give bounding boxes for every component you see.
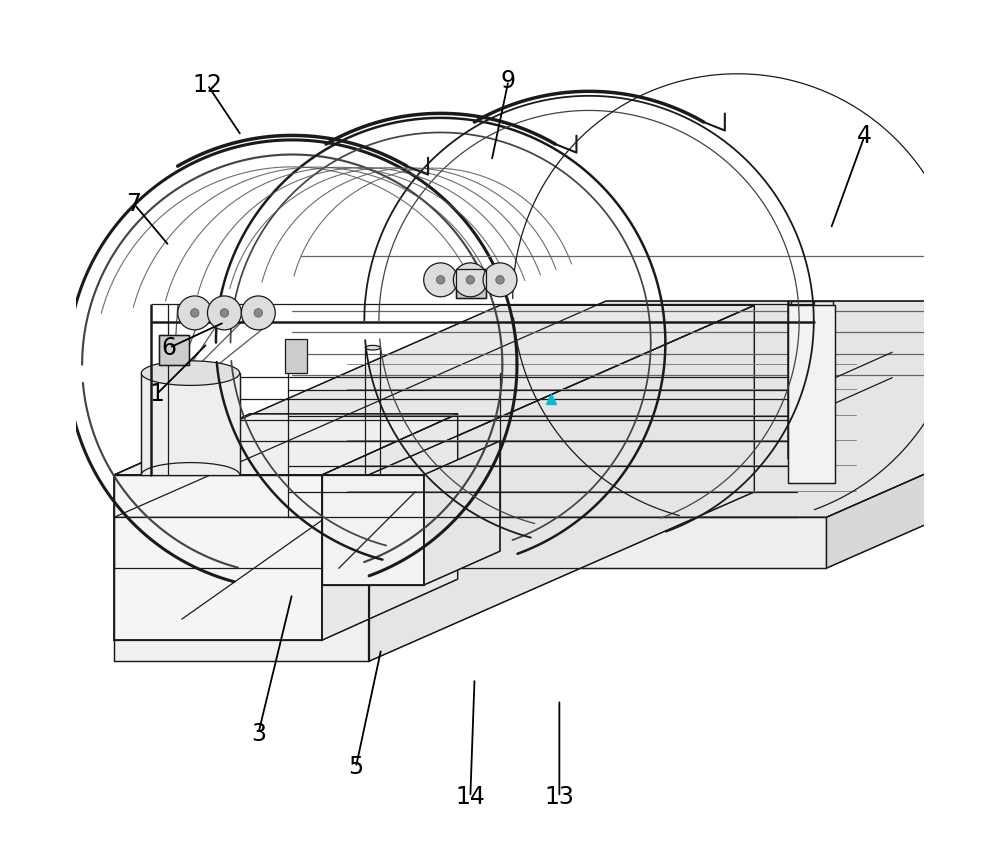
Text: 13: 13 [544, 785, 574, 809]
Polygon shape [159, 335, 189, 365]
Text: 9: 9 [501, 69, 516, 92]
Polygon shape [826, 301, 1000, 568]
Polygon shape [791, 301, 833, 454]
Text: 7: 7 [126, 192, 141, 215]
Text: 6: 6 [162, 336, 177, 360]
Polygon shape [456, 269, 486, 298]
Text: 4: 4 [857, 124, 872, 148]
Polygon shape [322, 414, 458, 640]
Polygon shape [114, 414, 458, 475]
Polygon shape [369, 305, 754, 661]
Circle shape [466, 276, 475, 284]
Circle shape [241, 296, 275, 330]
Polygon shape [285, 339, 307, 373]
Circle shape [190, 309, 199, 317]
Polygon shape [141, 373, 240, 475]
Ellipse shape [365, 345, 380, 350]
Polygon shape [114, 517, 826, 568]
Polygon shape [424, 441, 500, 585]
Ellipse shape [141, 361, 240, 385]
Polygon shape [114, 305, 754, 475]
Circle shape [220, 309, 229, 317]
Circle shape [178, 296, 212, 330]
Text: 1: 1 [149, 382, 164, 406]
Polygon shape [322, 475, 424, 585]
Polygon shape [114, 301, 1000, 517]
Text: 5: 5 [348, 756, 363, 779]
Polygon shape [114, 475, 369, 661]
Circle shape [496, 276, 504, 284]
Circle shape [424, 263, 458, 297]
Polygon shape [114, 475, 322, 640]
Text: 12: 12 [193, 73, 222, 97]
Text: 3: 3 [251, 722, 266, 745]
Circle shape [436, 276, 445, 284]
Circle shape [207, 296, 241, 330]
Circle shape [483, 263, 517, 297]
Text: 14: 14 [455, 785, 485, 809]
Polygon shape [788, 305, 835, 483]
Circle shape [254, 309, 263, 317]
Circle shape [453, 263, 487, 297]
